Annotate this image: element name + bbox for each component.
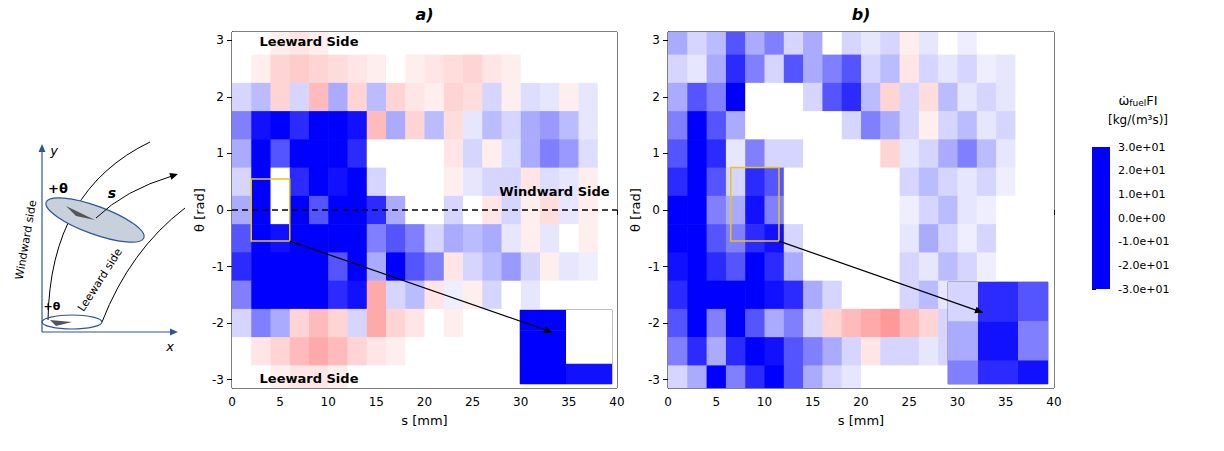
svg-text:35: 35 — [998, 395, 1013, 409]
svg-text:20: 20 — [417, 395, 432, 409]
svg-text:2: 2 — [216, 90, 224, 104]
svg-text:25: 25 — [902, 395, 917, 409]
svg-text:-3: -3 — [648, 373, 660, 387]
svg-text:-1: -1 — [648, 260, 660, 274]
svg-text:y: y — [49, 143, 58, 158]
svg-text:3: 3 — [216, 33, 224, 47]
svg-text:FI: FI — [1146, 93, 1157, 108]
svg-text:Leeward Side: Leeward Side — [260, 34, 359, 49]
svg-text:θ [rad]: θ [rad] — [628, 188, 643, 232]
svg-text:10: 10 — [757, 395, 772, 409]
svg-text:15: 15 — [369, 395, 384, 409]
svg-text:-2: -2 — [212, 316, 224, 330]
svg-text:+θ: +θ — [44, 300, 61, 313]
svg-text:-2.0e+01: -2.0e+01 — [1118, 259, 1169, 272]
svg-text:-2: -2 — [648, 316, 660, 330]
svg-text:+θ: +θ — [48, 181, 68, 196]
svg-text:20: 20 — [853, 395, 868, 409]
svg-text:3: 3 — [652, 33, 660, 47]
svg-text:s [mm]: s [mm] — [838, 413, 884, 428]
svg-text:0: 0 — [228, 395, 236, 409]
svg-text:[kg/(m³s)]: [kg/(m³s)] — [1108, 113, 1168, 127]
svg-text:ω̇: ω̇ — [1118, 93, 1129, 108]
svg-text:s [mm]: s [mm] — [401, 413, 447, 428]
svg-text:10: 10 — [321, 395, 336, 409]
svg-text:1: 1 — [652, 146, 660, 160]
svg-text:30: 30 — [513, 395, 528, 409]
svg-text:Windward Side: Windward Side — [499, 184, 610, 199]
svg-text:5: 5 — [276, 395, 284, 409]
svg-text:1.0e+01: 1.0e+01 — [1118, 188, 1165, 201]
svg-text:3.0e+01: 3.0e+01 — [1118, 141, 1165, 154]
svg-text:30: 30 — [950, 395, 965, 409]
svg-text:2.0e+01: 2.0e+01 — [1118, 164, 1165, 177]
svg-text:Windward side: Windward side — [13, 199, 40, 281]
svg-text:-1: -1 — [212, 260, 224, 274]
svg-text:40: 40 — [609, 395, 624, 409]
svg-text:θ [rad]: θ [rad] — [192, 188, 207, 232]
svg-text:x: x — [165, 339, 174, 354]
svg-text:40: 40 — [1046, 395, 1061, 409]
svg-text:b): b) — [852, 5, 871, 24]
svg-text:s: s — [108, 185, 116, 201]
svg-text:Leeward side: Leeward side — [75, 246, 125, 314]
svg-text:0.0e+00: 0.0e+00 — [1118, 212, 1165, 225]
svg-text:Leeward Side: Leeward Side — [260, 371, 359, 386]
svg-text:0: 0 — [652, 203, 660, 217]
svg-text:-1.0e+01: -1.0e+01 — [1118, 235, 1169, 248]
svg-text:35: 35 — [561, 395, 576, 409]
svg-text:5: 5 — [712, 395, 720, 409]
svg-text:fuel: fuel — [1129, 98, 1146, 108]
svg-text:0: 0 — [216, 203, 224, 217]
svg-text:15: 15 — [805, 395, 820, 409]
svg-text:-3.0e+01: -3.0e+01 — [1118, 283, 1169, 296]
svg-text:a): a) — [415, 5, 433, 24]
svg-text:2: 2 — [652, 90, 660, 104]
svg-text:0: 0 — [664, 395, 672, 409]
svg-text:1: 1 — [216, 146, 224, 160]
svg-text:25: 25 — [465, 395, 480, 409]
svg-text:-3: -3 — [212, 373, 224, 387]
